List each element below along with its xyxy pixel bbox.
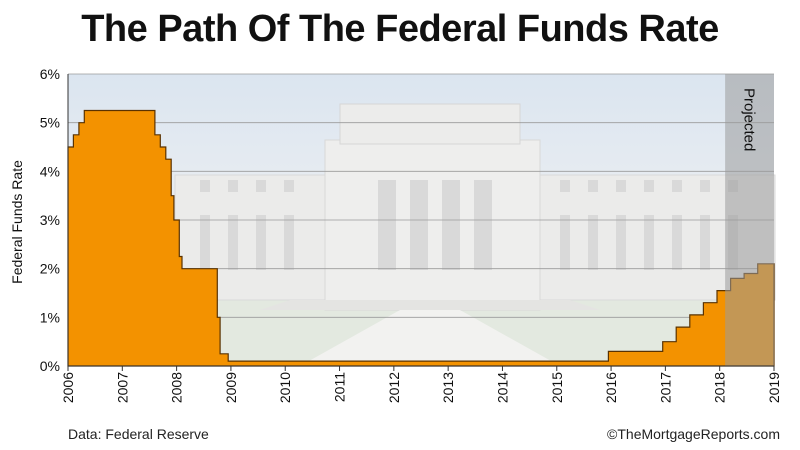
x-tick-label: 2012 <box>386 372 402 403</box>
y-tick-label: 5% <box>40 115 60 131</box>
y-tick-label: 2% <box>40 261 60 277</box>
x-tick-label: 2009 <box>223 372 239 403</box>
x-tick-label: 2019 <box>766 372 782 403</box>
x-tick-label: 2011 <box>332 372 348 402</box>
area-layer: Projected <box>67 74 775 367</box>
x-axis-ticks: 2006 2007 2008 2009 2010 2011 2012 2013 2014 2015… <box>60 366 782 403</box>
y-axis-label: Federal Funds Rate <box>9 160 25 284</box>
copyright-credit: ©TheMortgageReports.com <box>607 426 780 442</box>
y-tick-label: 3% <box>40 212 60 228</box>
x-tick-label: 2017 <box>657 372 673 403</box>
x-tick-label: 2015 <box>549 372 565 403</box>
axes <box>67 74 774 367</box>
x-tick-label: 2007 <box>114 372 130 403</box>
page-title: The Path Of The Federal Funds Rate <box>81 8 719 50</box>
x-tick-label: 2008 <box>169 372 185 403</box>
y-tick-label: 6% <box>40 66 60 82</box>
y-tick-label: 1% <box>40 309 60 325</box>
projected-shading <box>725 74 774 366</box>
projected-label: Projected <box>741 88 758 151</box>
x-tick-label: 2014 <box>494 372 510 403</box>
y-tick-label: 4% <box>40 163 60 179</box>
x-tick-label: 2013 <box>440 372 456 403</box>
x-tick-label: 2010 <box>277 372 293 403</box>
y-axis-ticks: 0% 1% 2% 3% 4% 5% 6% <box>40 66 60 374</box>
x-tick-label: 2018 <box>712 372 728 403</box>
data-source-note: Data: Federal Reserve <box>68 426 209 442</box>
x-tick-label: 2006 <box>60 372 76 403</box>
y-tick-label: 0% <box>40 358 60 374</box>
x-tick-label: 2016 <box>603 372 619 403</box>
